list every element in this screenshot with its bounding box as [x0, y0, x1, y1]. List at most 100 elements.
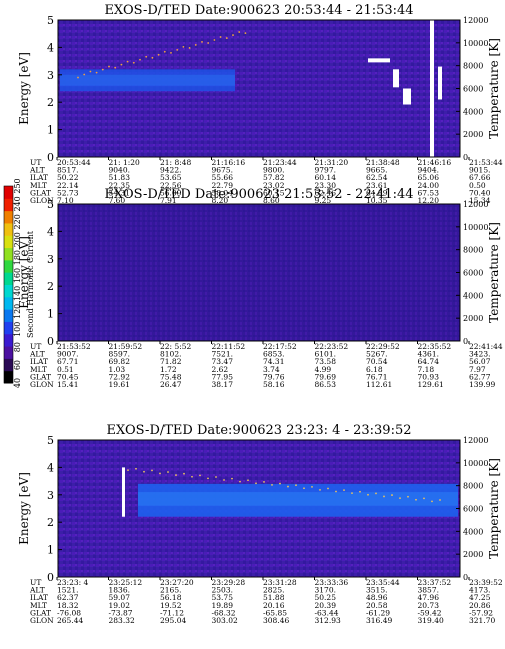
table-cell: 23:25:12 — [109, 578, 143, 587]
table-cell: 22.14 — [57, 181, 79, 190]
table-cell: 0.51 — [57, 365, 74, 374]
trend-dot — [183, 472, 185, 475]
table-cell: 2165. — [160, 586, 181, 595]
data-gap — [393, 69, 399, 88]
trend-dot — [351, 492, 353, 495]
table-cell: 265.44 — [57, 616, 83, 625]
table-cell: 23:37:52 — [418, 578, 452, 587]
trend-dot — [367, 493, 369, 496]
trend-dot — [89, 70, 92, 73]
y2-tick-label: 6000 — [463, 505, 483, 514]
trend-dot — [176, 48, 179, 51]
trend-dot — [399, 497, 401, 499]
table-cell: 283.32 — [109, 616, 135, 625]
trend-dot — [126, 60, 129, 63]
table-cell: 22:23:52 — [315, 342, 349, 351]
table-cell: 21:59:52 — [109, 342, 143, 351]
table-row-label: GLAT — [30, 188, 51, 197]
table-row-label: MLT — [30, 181, 47, 190]
trend-dot — [159, 472, 161, 475]
table-cell: 112.61 — [366, 380, 392, 389]
table-cell: 22: 5:52 — [160, 342, 192, 351]
colorbar-segment — [4, 346, 13, 359]
colorbar-segment — [4, 222, 13, 236]
table-cell: 75.48 — [160, 372, 182, 381]
table-cell: 67.66 — [469, 173, 491, 182]
table-cell: 50.22 — [57, 173, 79, 182]
colorbar-tick-label: 40 — [13, 378, 22, 388]
table-cell: 295.04 — [160, 616, 186, 625]
trend-dot — [303, 487, 305, 490]
y2-tick-label: 10000 — [463, 459, 488, 468]
trend-dot — [319, 488, 321, 491]
table-cell: 9665. — [366, 166, 387, 175]
trend-dot — [213, 39, 216, 41]
panel-title: EXOS-D/TED Date:900623 20:53:44 - 21:53:… — [104, 3, 413, 18]
table-cell: 60.14 — [315, 173, 337, 182]
y2-tick-label: 12000 — [463, 200, 488, 209]
table-cell: -57.92 — [469, 608, 493, 617]
table-cell: 1521. — [57, 586, 78, 595]
trend-dot — [207, 42, 210, 44]
table-cell: 52.73 — [57, 188, 79, 197]
table-cell: 60.15 — [263, 188, 285, 197]
y-tick-label: 5 — [47, 198, 54, 211]
y-tick-label: 1 — [47, 124, 54, 137]
table-row-label: GLON — [30, 616, 54, 625]
table-cell: 79.69 — [315, 372, 337, 381]
y2-tick-label: 6000 — [463, 85, 483, 94]
colorbar-segment — [4, 284, 13, 298]
table-cell: 1836. — [109, 586, 130, 595]
table-cell: 4173. — [469, 586, 490, 595]
table-cell: 12.20 — [418, 196, 440, 205]
y-axis-label: Energy [eV] — [17, 472, 31, 545]
table-cell: 79.76 — [263, 372, 285, 381]
table-cell: 7.97 — [469, 365, 486, 374]
table-cell: 19.89 — [212, 601, 234, 610]
table-cell: 8.20 — [212, 196, 229, 205]
table-cell: 21:16:16 — [212, 158, 246, 167]
trend-dot — [120, 63, 123, 66]
y-tick-label: 2 — [47, 280, 54, 293]
trend-dot — [423, 497, 425, 500]
table-cell: 20.16 — [263, 601, 285, 610]
y2-tick-label: 2000 — [463, 314, 483, 323]
table-row-label: UT — [30, 158, 41, 167]
panel-1: EXOS-D/TED Date:900623 20:53:44 - 21:53:… — [17, 3, 503, 205]
table-cell: 73.58 — [315, 357, 337, 366]
y-tick-label: 4 — [47, 41, 54, 54]
trend-dot — [239, 480, 241, 483]
table-row-label: MLT — [30, 365, 47, 374]
data-gap — [438, 66, 442, 100]
table-cell: 23:39:52 — [469, 578, 503, 587]
table-cell: 2825. — [263, 586, 284, 595]
table-cell: 70.40 — [469, 188, 491, 197]
table-row-label: ALT — [29, 166, 45, 175]
table-cell: 67.71 — [57, 357, 78, 366]
trend-dot — [201, 41, 203, 43]
table-cell: 5267. — [366, 350, 387, 359]
y2-tick-label: 2000 — [463, 550, 483, 559]
table-cell: 56.07 — [469, 357, 491, 366]
trend-dot — [231, 477, 233, 480]
table-cell: 22:35:52 — [418, 342, 452, 351]
table-cell: 9040. — [109, 166, 130, 175]
table-cell: 303.02 — [212, 616, 238, 625]
table-cell: 9800. — [263, 166, 284, 175]
y2-tick-label: 8000 — [463, 62, 483, 71]
trend-dot — [151, 56, 154, 59]
table-cell: -61.29 — [366, 608, 390, 617]
y2-tick-label: 8000 — [463, 482, 483, 491]
table-row-label: ILAT — [30, 593, 48, 602]
y-tick-label: 5 — [47, 434, 54, 447]
trend-dot — [132, 61, 135, 64]
table-cell: 57.82 — [263, 173, 285, 182]
colorbar-segment — [4, 333, 13, 347]
table-cell: 312.93 — [315, 616, 341, 625]
table-cell: 21:38:48 — [366, 158, 400, 167]
panel-3: EXOS-D/TED Date:900623 23:23: 4 - 23:39:… — [17, 423, 503, 625]
table-row-label: GLAT — [30, 372, 51, 381]
panel-title: EXOS-D/TED Date:900623 23:23: 4 - 23:39:… — [107, 423, 412, 438]
